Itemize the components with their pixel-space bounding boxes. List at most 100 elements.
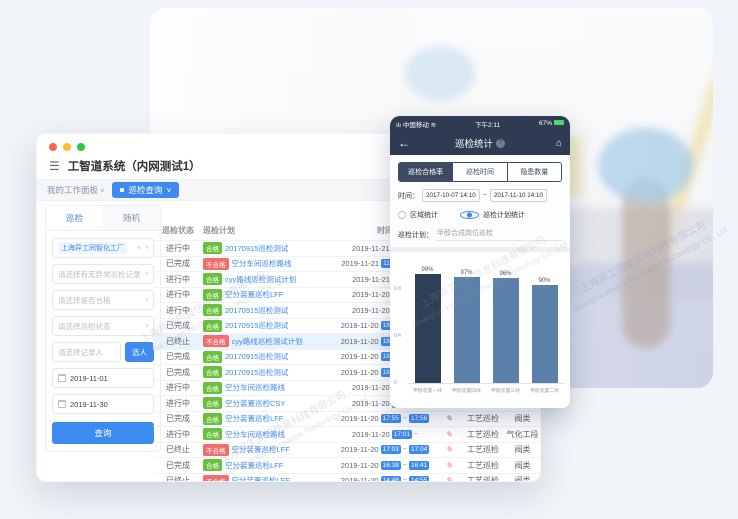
status-cell: 进行中	[166, 383, 190, 393]
org-tag[interactable]: 上海异工同智化工厂	[58, 242, 127, 254]
plan-link[interactable]: 空分装置巡检LFF	[225, 414, 284, 424]
plan-link[interactable]: 空分车间巡检路线	[231, 259, 292, 269]
result-badge: 合格	[203, 381, 222, 394]
tab-random[interactable]: 随机	[103, 206, 160, 230]
bar[interactable]	[531, 284, 558, 383]
minimize-window-button[interactable]	[63, 143, 71, 151]
date-label: 2019-11-20	[340, 321, 379, 331]
radio-plan-stat[interactable]: 巡检计划统计	[460, 210, 525, 220]
time-cell: 2019-11-20 17:55 ~17:56	[333, 414, 437, 424]
bar[interactable]	[453, 276, 480, 383]
status-cell: 进行中	[166, 305, 190, 315]
y-axis-tick: 0	[394, 380, 397, 386]
date-label: 2019-11-20	[340, 336, 379, 346]
chevron-down-icon: ˅	[144, 296, 149, 304]
bar[interactable]	[414, 274, 441, 383]
org-multiselect[interactable]: 上海异工同智化工厂 × ˅	[52, 238, 154, 258]
edit-pencil-icon[interactable]: ✎	[445, 429, 453, 439]
plan-cell: 合格 空分装置巡检CSY	[203, 397, 333, 410]
abnormal-record-select[interactable]: 请选择有无异常巡检记录 ˅	[52, 264, 154, 284]
plan-link[interactable]: 空分车间巡检路线	[225, 429, 285, 439]
segment-patrol-time[interactable]: 巡检时间	[452, 163, 507, 181]
table-row[interactable]: 已完成 合格 空分装置巡检LFF 2019-11-20 17:55 ~17:56 ✎ 工艺巡检…	[153, 412, 540, 427]
recorder-input[interactable]: 请选择记录人	[52, 342, 121, 362]
edit-pencil-icon[interactable]: ✎	[445, 414, 453, 424]
chevron-down-icon: ˅	[144, 244, 149, 252]
menu-icon[interactable]: ☰	[49, 159, 60, 173]
home-icon[interactable]: ⌂	[555, 137, 562, 149]
result-badge: 合格	[203, 397, 222, 410]
start-datetime-input[interactable]: 2017-10-07 14:10	[422, 189, 480, 202]
tab-workspace[interactable]: 我的工作面板 ˅	[47, 185, 105, 195]
table-row[interactable]: 已完成 合格 空分装置巡检LFF 2019-11-20 16:38 ~16:41 ✎ 工艺巡检…	[153, 458, 540, 474]
bar[interactable]	[492, 277, 519, 383]
plan-link[interactable]: cyy路线巡检测试计划	[225, 274, 297, 284]
tab-patrol[interactable]: 巡检	[46, 206, 103, 230]
edit-pencil-icon[interactable]: ✎	[445, 476, 453, 482]
table-row[interactable]: 进行中 合格 空分车间巡检路线 2019-11-20 17:01 ~ ✎ 工艺巡检 气化工段	[153, 427, 540, 443]
radio-region-stat[interactable]: 区域统计	[398, 210, 438, 220]
segment-hazard-count[interactable]: 隐患数量	[506, 163, 561, 181]
status-cell: 已完成	[166, 259, 190, 269]
time-cell: 2019-11-20 16:38 ~16:41	[333, 460, 437, 470]
date-to-input[interactable]: 2019-11-30	[52, 394, 154, 414]
status-select[interactable]: 请选择巡检状态 ˅	[52, 316, 154, 336]
plan-link[interactable]: 空分装置巡检LFF	[231, 445, 290, 455]
plan-row: 巡检计划： 甲醇合成岗位巡检	[398, 228, 562, 241]
x-axis-label: 甲醇装置一线	[413, 389, 442, 394]
plan-link[interactable]: 空分车间巡检路线	[225, 383, 285, 393]
back-icon[interactable]: ←	[398, 136, 410, 150]
plan-link[interactable]: 20170915巡检测试	[225, 367, 289, 377]
time-range-row: 时间： 2017-10-07 14:10 ~ 2017-11-10 14:10	[398, 189, 562, 202]
close-window-button[interactable]	[49, 143, 57, 151]
segmented-control: 巡检合格率 巡检时间 隐患数量	[398, 162, 562, 182]
type-cell: 工艺巡检	[467, 414, 499, 424]
plan-link[interactable]: 空分装置巡检CSY	[225, 398, 286, 408]
result-badge: 不合格	[203, 443, 229, 456]
qualified-select[interactable]: 请选择是否合格 ˅	[52, 290, 154, 310]
plan-link[interactable]: 20170915巡检测试	[225, 305, 289, 315]
plan-value-input[interactable]: 甲醇合成岗位巡检	[437, 228, 562, 241]
plan-link[interactable]: 20170915巡检测试	[225, 243, 289, 253]
fill-cell: ✎	[437, 476, 461, 482]
start-time-chip: 17:55	[380, 414, 401, 424]
segment-pass-rate[interactable]: 巡检合格率	[399, 163, 453, 181]
result-badge: 合格	[203, 273, 222, 286]
tilde-separator: ~	[482, 192, 487, 199]
query-button[interactable]: 查询	[52, 422, 154, 444]
app-title: 工智道系统（内网测试1）	[67, 161, 201, 173]
result-badge: 不合格	[203, 257, 229, 270]
help-icon[interactable]: ?	[496, 138, 505, 148]
desktop-window: ☰ 工智道系统（内网测试1） 我的工作面板 ˅ 巡检查询 ˅ 巡检 随机 上海异…	[36, 133, 541, 482]
plan-link[interactable]: 20170915巡检测试	[225, 352, 289, 362]
pick-person-button[interactable]: 选人	[125, 342, 154, 362]
edit-pencil-icon[interactable]: ✎	[445, 460, 453, 470]
plan-link[interactable]: 空分装置巡检LFF	[225, 290, 284, 300]
table-row[interactable]: 已终止不合格空分装置巡检LFF2019-11-2014:48~14:55✎工艺巡…	[153, 474, 540, 482]
time-cell: 2019-11-20 17:03 ~17:04	[333, 445, 437, 455]
plan-cell: 合格 20170915巡检测试	[203, 242, 333, 255]
clear-icon[interactable]: ×	[136, 244, 141, 252]
end-datetime-input[interactable]: 2017-11-10 14:10	[489, 189, 548, 202]
plan-link[interactable]: 空分装置巡检LFF	[225, 460, 284, 470]
tilde-separator: ~	[402, 477, 407, 482]
plan-label: 巡检计划：	[398, 231, 433, 239]
table-row[interactable]: 已终止 不合格 空分装置巡检LFF 2019-11-20 17:03 ~17:04 ✎ 工艺巡…	[153, 443, 540, 458]
col-header-plan: 巡检计划	[203, 226, 235, 235]
date-label: 2019-11-20	[351, 305, 390, 315]
chevron-down-icon: ˅	[100, 188, 105, 195]
plan-link[interactable]: 20170915巡检测试	[225, 321, 289, 331]
result-badge: 合格	[203, 288, 222, 301]
plan-cell: 不合格 空分车间巡检路线	[203, 257, 333, 270]
plan-cell: 合格 20170915巡检测试	[203, 350, 333, 363]
zoom-window-button[interactable]	[77, 143, 85, 151]
plan-link[interactable]: 空分装置巡检LFF	[231, 476, 290, 482]
date-from-input[interactable]: 2019-11-01	[52, 368, 154, 388]
fill-cell: ✎	[437, 445, 461, 454]
plan-link[interactable]: cyy路线巡检测试计划	[231, 336, 303, 346]
end-time-chip: 17:56	[408, 414, 430, 424]
edit-pencil-icon[interactable]: ✎	[445, 445, 453, 455]
tab-patrol-query[interactable]: 巡检查询 ˅	[112, 182, 180, 198]
